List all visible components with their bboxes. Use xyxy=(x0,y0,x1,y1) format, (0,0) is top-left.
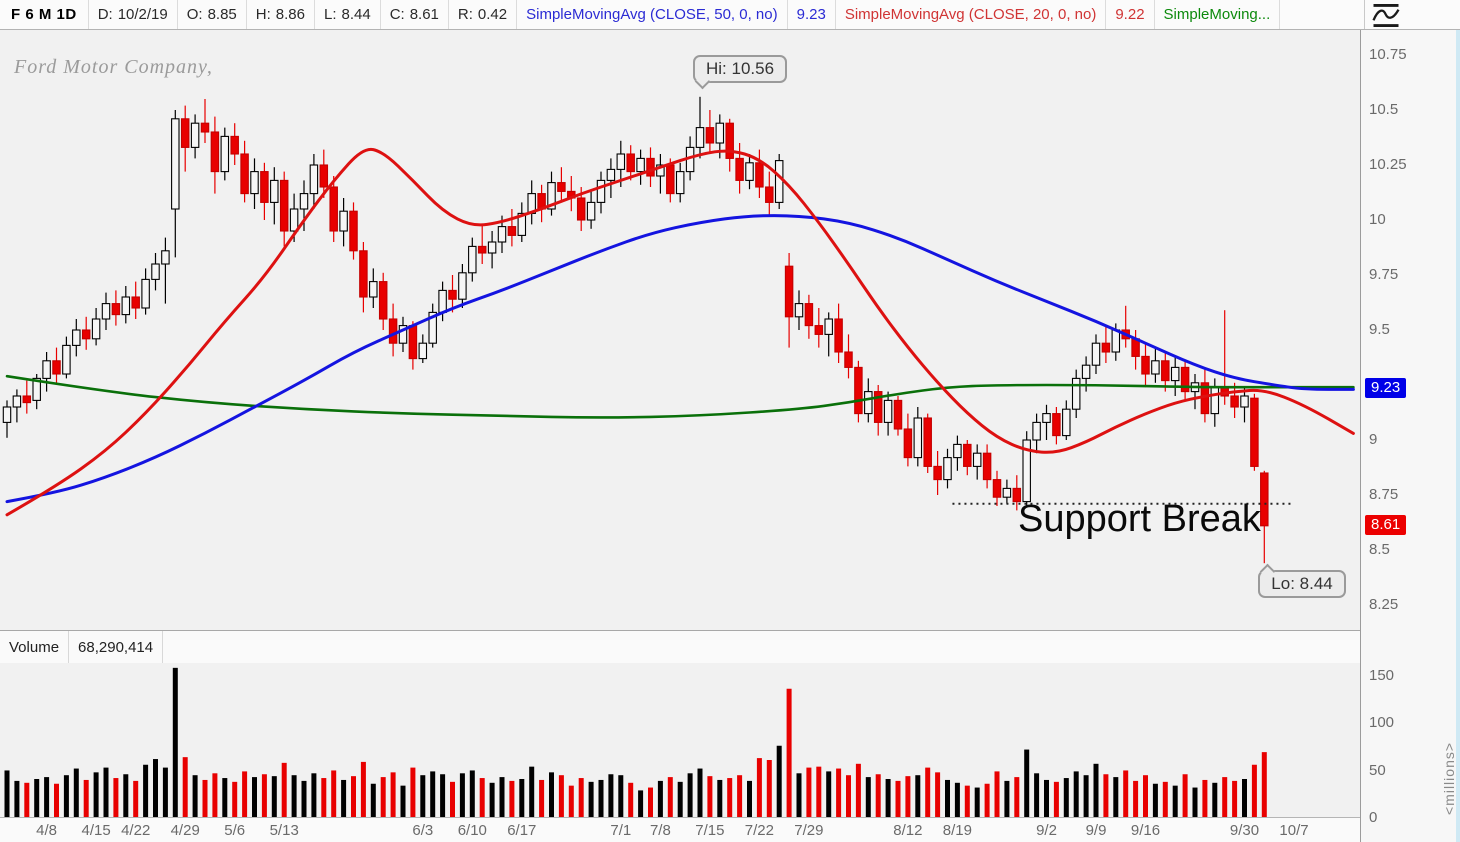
volume-pane-header: Volume 68,290,414 xyxy=(0,630,1360,664)
date-tick-label: 7/22 xyxy=(744,822,774,839)
price-tick-label: 10 xyxy=(1369,211,1386,228)
symbol-period-button[interactable]: F 6 M 1D xyxy=(0,0,89,29)
high-annotation[interactable]: Hi: 10.56 xyxy=(693,54,788,90)
date-tick-label: 9/30 xyxy=(1229,822,1260,839)
date-tick-label: 8/19 xyxy=(942,822,972,839)
price-axis[interactable]: 10.75 10.5 10.25 10 9.75 9.5 9 8.75 8.5 8.25 9.23 8… xyxy=(1361,30,1460,842)
support-break-annotation[interactable]: Support Break xyxy=(1018,498,1261,540)
range-field: R: 0.42 xyxy=(449,0,518,29)
date-tick-label: 6/17 xyxy=(507,822,537,839)
date-tick-label: 4/8 xyxy=(36,822,58,839)
date-tick-label: 7/8 xyxy=(649,822,671,839)
close-price-badge: 8.61 xyxy=(1365,514,1407,535)
last-price-badge: 9.23 xyxy=(1365,378,1407,399)
sma50-indicator-button[interactable]: SimpleMovingAvg (CLOSE, 50, 0, no) xyxy=(517,0,788,29)
close-field: C: 8.61 xyxy=(381,0,449,29)
volume-tick-label: 100 xyxy=(1369,714,1395,731)
date-axis[interactable]: 4/8 4/15 4/22 4/29 5/6 5/13 6/3 6/10 6/17 7/1 7/8 7… xyxy=(0,818,1360,842)
price-tick-label: 8.25 xyxy=(1369,596,1399,613)
date-tick-label: 7/15 xyxy=(695,822,725,839)
low-annotation[interactable]: Lo: 8.44 xyxy=(1258,563,1346,599)
date-tick-label: 10/7 xyxy=(1279,822,1309,839)
price-chart-pane[interactable]: Ford Motor Company, Hi: 10.56 Lo: 8.44 S… xyxy=(0,30,1360,630)
sma200-indicator-button[interactable]: SimpleMoving... xyxy=(1155,0,1281,29)
date-tick-label: 7/29 xyxy=(794,822,824,839)
volume-tick-label: 150 xyxy=(1369,666,1395,684)
date-tick-label: 6/10 xyxy=(457,822,487,839)
date-field: D: 10/2/19 xyxy=(89,0,178,29)
sma20-indicator-button[interactable]: SimpleMovingAvg (CLOSE, 20, 0, no) xyxy=(836,0,1107,29)
date-tick-label: 5/6 xyxy=(224,822,246,839)
volume-bars-canvas[interactable] xyxy=(0,663,1360,818)
price-tick-label: 10.5 xyxy=(1369,101,1399,118)
volume-tick-label: 0 xyxy=(1369,809,1378,826)
sma50-value: 9.23 xyxy=(788,0,836,29)
price-tick-label: 9.5 xyxy=(1369,321,1390,338)
date-tick-label: 4/22 xyxy=(121,822,151,839)
volume-value: 68,290,414 xyxy=(69,631,164,663)
price-tick-label: 9 xyxy=(1369,431,1378,448)
company-watermark: Ford Motor Company, xyxy=(14,56,213,78)
high-field: H: 8.86 xyxy=(247,0,315,29)
candlestick-canvas[interactable] xyxy=(0,30,1360,630)
sma20-line xyxy=(5,147,1355,517)
date-tick-label: 6/3 xyxy=(412,822,434,839)
date-tick-label: 9/9 xyxy=(1085,822,1107,839)
date-tick-label: 9/2 xyxy=(1036,822,1057,839)
price-tick-label: 8.5 xyxy=(1369,541,1390,558)
price-tick-label: 10.75 xyxy=(1369,46,1407,63)
low-field: L: 8.44 xyxy=(315,0,381,29)
sma50-line xyxy=(5,214,1355,504)
date-tick-label: 7/1 xyxy=(610,822,632,839)
volume-unit-label: <millions> xyxy=(1441,741,1457,815)
sma200-line xyxy=(5,374,1355,419)
date-tick-label: 5/13 xyxy=(269,822,299,839)
volume-tick-label: 50 xyxy=(1369,761,1386,779)
date-tick-label: 4/15 xyxy=(81,822,111,839)
volume-label[interactable]: Volume xyxy=(0,631,70,663)
volume-chart-pane[interactable] xyxy=(0,663,1360,818)
date-tick-label: 4/29 xyxy=(170,822,200,839)
price-tick-label: 8.75 xyxy=(1369,486,1399,503)
open-field: O: 8.85 xyxy=(178,0,247,29)
volume-baseline xyxy=(0,817,1360,818)
sma-curve-icon[interactable] xyxy=(1372,3,1400,28)
price-tick-label: 9.75 xyxy=(1369,266,1399,283)
pane-border xyxy=(1360,30,1361,842)
date-tick-label: 9/16 xyxy=(1130,822,1161,839)
window-edge xyxy=(1456,30,1460,842)
chart-toolbar: F 6 M 1D D: 10/2/19 O: 8.85 H: 8.86 L: 8.44 … xyxy=(0,0,1460,30)
date-tick-label: 8/12 xyxy=(893,822,923,839)
toolbar-divider xyxy=(1364,0,1365,29)
price-tick-label: 10.25 xyxy=(1369,156,1407,173)
sma20-value: 9.22 xyxy=(1106,0,1155,29)
